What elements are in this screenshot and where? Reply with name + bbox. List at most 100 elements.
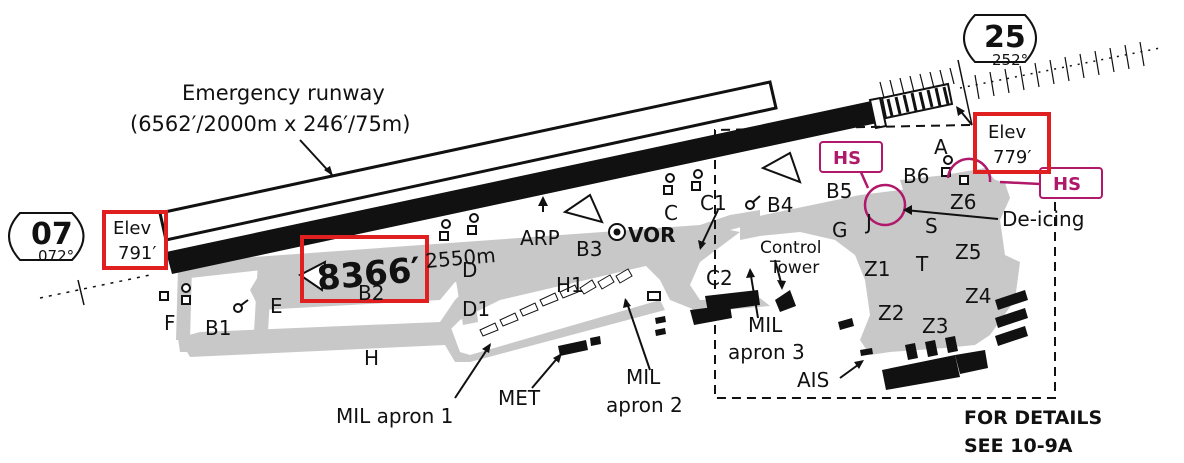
building-dash-2 xyxy=(655,328,666,336)
taxiway-label-b3: B3 xyxy=(576,237,602,261)
taxiway-label-d1: D1 xyxy=(462,297,490,321)
mil-apron-2-label-2: apron 2 xyxy=(606,393,683,417)
taxiway-label-h: H xyxy=(364,346,379,370)
runway-25-designator: 25 xyxy=(984,20,1026,55)
building-met-2 xyxy=(590,336,601,346)
taxiway-label-s: S xyxy=(925,214,938,238)
main-runway xyxy=(166,100,882,274)
building-z4-1 xyxy=(995,290,1028,310)
taxiway-label-g: G xyxy=(832,218,848,242)
buildings xyxy=(558,290,1028,390)
approach-lights-west xyxy=(39,274,151,306)
elevation-east-value: 779′ xyxy=(993,147,1031,168)
connector-d xyxy=(452,254,478,325)
building-z3-3 xyxy=(945,336,958,353)
connector-z6 xyxy=(945,168,995,198)
highlight-elev-east xyxy=(973,112,1051,174)
highlight-elev-west xyxy=(102,210,168,270)
runway-length-ft: 8366′ xyxy=(315,250,422,299)
de-icing-label: De-icing xyxy=(1002,207,1084,231)
taxiway-label-z1: Z1 xyxy=(864,257,890,281)
hot-spot-1-circle xyxy=(863,183,907,227)
taxiway-label-b5: B5 xyxy=(826,179,852,203)
connector-b5 xyxy=(815,198,870,225)
taxiway-label-d: D xyxy=(462,258,477,282)
building-dash-3 xyxy=(860,348,873,356)
highlight-length xyxy=(300,235,429,303)
taxiway-label-e: E xyxy=(270,294,283,318)
mil-apron-1-label: MIL apron 1 xyxy=(336,404,453,428)
building-z3-1 xyxy=(905,343,918,360)
elevation-east-label: Elev xyxy=(988,122,1026,143)
ramp-c xyxy=(640,228,770,312)
hot-spot-label-box-2 xyxy=(1039,167,1103,199)
arrow-heads xyxy=(324,106,965,369)
taxiway-label-t: T xyxy=(915,252,929,276)
runway-25-badge xyxy=(963,14,1037,63)
taxiway-label-z6: Z6 xyxy=(950,190,976,214)
runway-25-bearing: 252° xyxy=(992,51,1028,69)
vor-label: VOR xyxy=(628,223,676,247)
building-z4-2 xyxy=(995,308,1028,328)
building-z3-2 xyxy=(925,340,938,357)
symbols xyxy=(159,151,969,313)
mil-apron-3-label-2: apron 3 xyxy=(728,340,805,364)
taxiway-h xyxy=(180,300,665,362)
hot-spot-label-box-1 xyxy=(819,141,883,173)
taxiway-label-j: J xyxy=(864,210,872,234)
building-z4-3 xyxy=(995,326,1028,346)
highlight-boxes xyxy=(102,112,1051,303)
emergency-runway-title: Emergency runway xyxy=(182,81,385,105)
windsock-icon-runway xyxy=(298,260,327,292)
building-dash-1 xyxy=(655,316,666,324)
taxiway-label-b4: B4 xyxy=(767,193,793,217)
building-ais xyxy=(882,355,960,390)
mil-apron-3-label-1: MIL xyxy=(748,313,783,337)
arp-icon xyxy=(562,193,604,224)
runway-07-bearing: 072° xyxy=(38,247,74,265)
building-mil3 xyxy=(838,318,854,330)
details-boundary xyxy=(714,124,1056,399)
arp-label: ARP xyxy=(520,226,560,250)
control-tower-label-2: Tower xyxy=(769,258,819,278)
mil-apron-2-label-1: MIL xyxy=(626,365,661,389)
east-apron xyxy=(740,178,1020,355)
windsock-icon-north xyxy=(760,151,802,184)
taxiway-label-c2: C2 xyxy=(706,266,733,290)
details-note-line2: SEE 10-9A xyxy=(964,435,1073,457)
taxiway-label-c1: C1 xyxy=(700,191,727,215)
taxiway-label-z5: Z5 xyxy=(955,240,981,264)
runway-07-badge xyxy=(8,212,85,261)
elevation-west-value: 791′ xyxy=(118,243,156,264)
apron-markings xyxy=(479,268,633,337)
building-ais-2 xyxy=(955,350,988,374)
taxiway-label-f: F xyxy=(164,311,176,335)
building-outline-c xyxy=(647,291,661,301)
control-tower-label-1: Control xyxy=(760,238,821,258)
met-label: MET xyxy=(498,386,541,410)
taxiway-label-z2: Z2 xyxy=(878,301,904,325)
ais-label: AIS xyxy=(797,368,829,392)
taxiway-label-b6: B6 xyxy=(903,164,929,188)
connector-b6 xyxy=(900,174,960,196)
taxiway-label-b1: B1 xyxy=(205,316,231,340)
taxiway-label-c: C xyxy=(664,201,678,225)
hot-spot-label-2: HS xyxy=(1053,174,1081,195)
approach-lights-east xyxy=(879,41,1161,126)
connector-e xyxy=(254,261,272,332)
building-c2b xyxy=(690,305,732,325)
building-tower xyxy=(775,290,796,312)
hot-spot-label-1: HS xyxy=(833,148,861,169)
taxiway-label-z4: Z4 xyxy=(965,284,991,308)
elevation-west-label: Elev xyxy=(113,218,151,239)
taxiway-label-b2: B2 xyxy=(358,281,384,305)
building-met xyxy=(558,340,588,356)
runway-threshold-east xyxy=(868,82,954,130)
emergency-runway-dimensions: (6562′/2000m x 246′/75m) xyxy=(130,112,410,136)
taxiway-label-a: A xyxy=(934,135,948,159)
taxiway-label-z3: Z3 xyxy=(922,314,948,338)
taxiway-label-h1: H1 xyxy=(556,273,584,297)
runway-07-designator: 07 xyxy=(31,217,73,252)
details-note-line1: FOR DETAILS xyxy=(964,407,1102,429)
